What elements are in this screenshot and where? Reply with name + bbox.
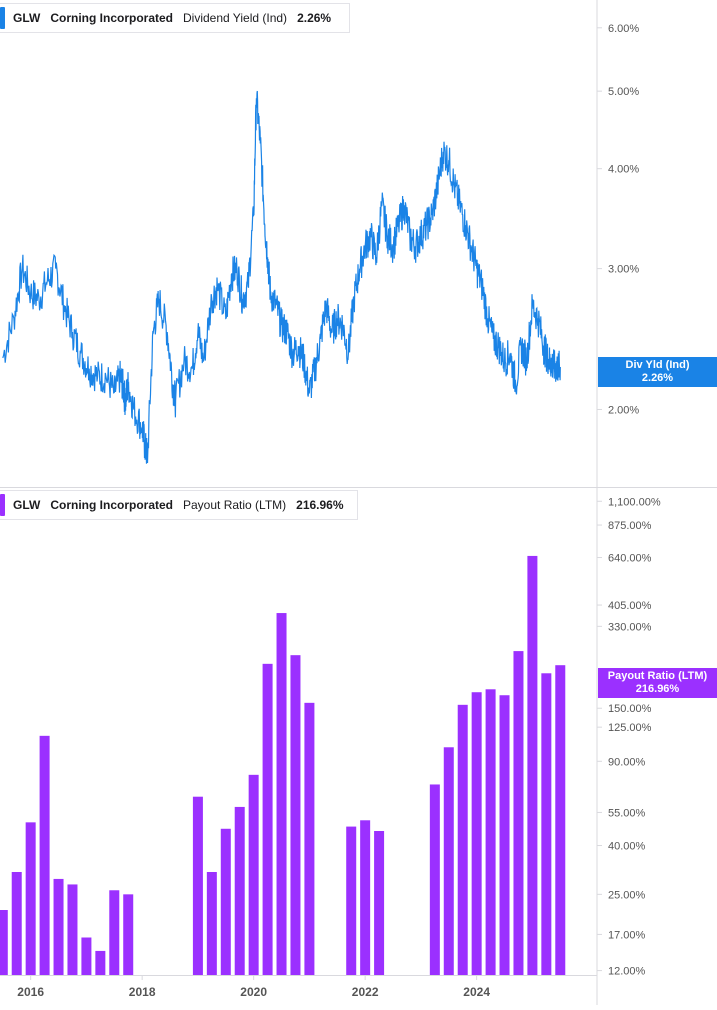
payout-y-tick-label: 150.00% [608, 703, 652, 715]
payout-bar [220, 828, 231, 975]
payout-y-tick-label: 40.00% [608, 841, 646, 853]
payout-y-tick-label: 405.00% [608, 600, 652, 612]
payout-bar [360, 820, 371, 975]
bottom-legend-company: Corning Incorporated [50, 498, 173, 512]
bottom-legend: GLW Corning Incorporated Payout Ratio (L… [0, 490, 358, 520]
yield-value-tag: Div Yld (Ind) 2.26% [598, 357, 717, 387]
payout-bar [429, 784, 440, 975]
bottom-legend-metric: Payout Ratio (LTM) [183, 498, 287, 512]
top-legend: GLW Corning Incorporated Dividend Yield … [0, 3, 350, 33]
top-legend-metric: Dividend Yield (Ind) [183, 11, 288, 25]
payout-bar [541, 673, 552, 975]
payout-bar [11, 871, 22, 975]
yield-series-line [2, 90, 561, 464]
payout-bar [485, 689, 496, 975]
x-tick-label: 2018 [129, 985, 156, 999]
payout-bar [290, 655, 301, 975]
payout-bar [123, 894, 134, 975]
payout-y-tick-label: 25.00% [608, 889, 646, 901]
yield-y-tick-label: 3.00% [608, 264, 639, 276]
yield-y-tick-label: 6.00% [608, 23, 639, 35]
payout-bar [109, 890, 120, 975]
payout-bar [471, 692, 482, 975]
payout-y-tick-label: 1,100.00% [608, 496, 661, 508]
payout-bar [499, 695, 510, 975]
yield-y-tick-label: 4.00% [608, 164, 639, 176]
payout-y-tick-label: 125.00% [608, 722, 652, 734]
x-tick-label: 2024 [463, 985, 490, 999]
payout-bar [304, 702, 315, 975]
top-legend-ticker: GLW [13, 11, 41, 25]
payout-tag-label: Payout Ratio (LTM) [607, 670, 708, 682]
payout-bar [262, 663, 273, 975]
payout-bar [81, 937, 92, 975]
payout-bar [443, 747, 454, 975]
payout-bar [0, 910, 8, 975]
yield-tag-value: 2.26% [641, 372, 674, 384]
payout-bar [25, 822, 36, 975]
x-tick-label: 2020 [240, 985, 267, 999]
payout-bar [346, 826, 357, 975]
yield-y-tick-label: 2.00% [608, 404, 639, 416]
payout-bar [95, 950, 106, 975]
yield-y-tick-label: 5.00% [608, 86, 639, 98]
payout-y-tick-label: 875.00% [608, 520, 652, 532]
payout-bar [53, 878, 64, 975]
payout-bar [276, 613, 287, 975]
yield-legend-swatch [0, 7, 5, 29]
top-legend-company: Corning Incorporated [50, 11, 173, 25]
payout-bar [206, 871, 217, 975]
yield-tag-label: Div Yld (Ind) [625, 359, 690, 371]
payout-legend-swatch [0, 494, 5, 516]
payout-y-tick-label: 12.00% [608, 966, 646, 978]
payout-bar [234, 806, 245, 975]
bottom-legend-value: 216.96% [296, 498, 344, 512]
x-tick-label: 2016 [17, 985, 44, 999]
payout-bar [248, 774, 259, 975]
top-legend-value: 2.26% [297, 11, 332, 25]
payout-y-tick-label: 17.00% [608, 929, 646, 941]
payout-y-tick-label: 90.00% [608, 756, 646, 768]
payout-y-tick-label: 330.00% [608, 621, 652, 633]
payout-value-tag: Payout Ratio (LTM) 216.96% [598, 668, 717, 698]
x-tick-label: 2022 [352, 985, 379, 999]
payout-y-tick-label: 55.00% [608, 807, 646, 819]
payout-bar [39, 735, 50, 975]
payout-bar [555, 665, 566, 975]
payout-y-tick-label: 640.00% [608, 553, 652, 565]
payout-bar [67, 884, 78, 975]
payout-bar [374, 831, 385, 975]
payout-bar [192, 796, 203, 975]
bottom-legend-ticker: GLW [13, 498, 41, 512]
payout-bar [527, 555, 538, 975]
payout-tag-value: 216.96% [635, 683, 680, 695]
payout-bar [513, 651, 524, 975]
payout-bar [457, 704, 468, 975]
